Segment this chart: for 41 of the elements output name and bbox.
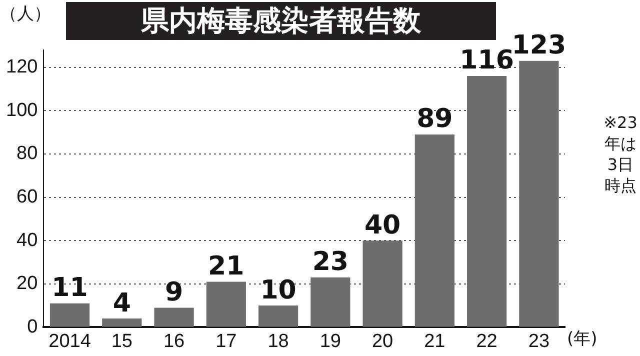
bar <box>519 60 559 327</box>
x-tick-label: 17 <box>216 330 237 352</box>
x-tick-label: 18 <box>268 330 289 352</box>
bar <box>258 306 298 327</box>
chart-title: 県内梅毒感染者報告数 <box>66 2 496 40</box>
bar <box>154 308 194 327</box>
y-tick-label: 40 <box>16 230 38 251</box>
bar <box>310 277 350 327</box>
data-label: 89 <box>416 104 453 134</box>
x-tick-label: 19 <box>320 330 341 352</box>
bar <box>362 240 402 327</box>
data-label: 10 <box>260 275 296 306</box>
data-label: 116 <box>460 46 514 76</box>
x-tick-label: 22 <box>476 330 498 352</box>
y-tick-label: 60 <box>16 186 38 208</box>
y-tick-label: 120 <box>6 56 38 78</box>
x-tick-label: 21 <box>424 330 446 352</box>
y-tick-label: 20 <box>16 273 38 294</box>
x-tick-label: 15 <box>111 330 132 352</box>
x-tick-label: 23 <box>528 330 550 352</box>
bar <box>414 134 454 327</box>
bar <box>206 282 246 327</box>
y-axis-title: （人） <box>0 4 51 24</box>
x-axis-title: (年) <box>567 329 598 350</box>
y-tick-label: 100 <box>6 100 38 121</box>
data-label: 123 <box>512 30 566 61</box>
y-tick-label: 0 <box>27 316 38 338</box>
data-label: 23 <box>312 247 349 278</box>
bar <box>102 318 142 327</box>
x-tick-label: 20 <box>372 330 394 352</box>
data-label: 4 <box>112 288 131 318</box>
data-label: 11 <box>52 273 88 304</box>
bar <box>50 303 90 327</box>
bar <box>466 76 507 327</box>
data-label: 40 <box>364 210 401 240</box>
data-label: 9 <box>164 277 184 308</box>
text: ※23年は3日時点 <box>602 112 638 196</box>
data-label: 21 <box>208 251 244 282</box>
x-tick-label: 16 <box>163 330 185 352</box>
y-tick-label: 80 <box>16 143 38 164</box>
x-tick-label: 2014 <box>48 330 92 352</box>
